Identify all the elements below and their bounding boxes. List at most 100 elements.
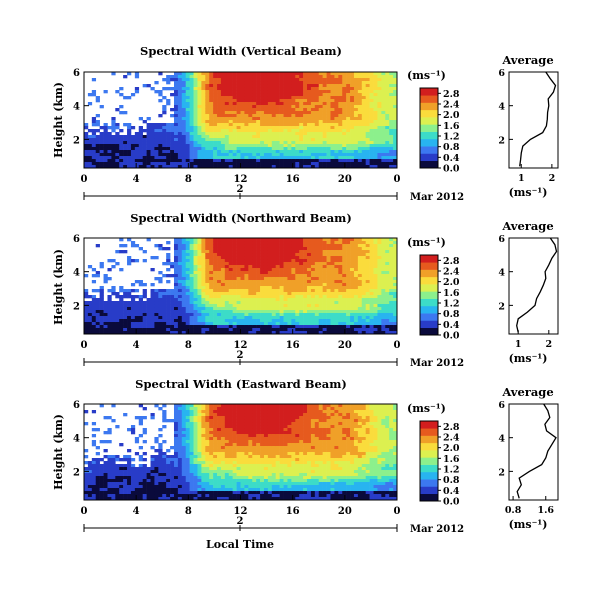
heatmap-cell	[150, 461, 155, 465]
heatmap-cell	[177, 108, 183, 112]
heatmap-cell	[287, 268, 292, 272]
heatmap-cell	[318, 153, 323, 157]
heatmap-cell	[260, 247, 265, 251]
heatmap-cell	[299, 247, 304, 251]
heatmap-cell	[248, 268, 253, 272]
heatmap-cell	[240, 325, 245, 329]
heatmap-cell	[84, 473, 89, 477]
heatmap-cell	[166, 102, 171, 106]
heatmap-cell	[193, 105, 198, 109]
heatmap-cell	[220, 289, 226, 293]
heatmap-cell	[330, 328, 335, 332]
heatmap-cell	[299, 277, 304, 281]
heatmap-cell	[119, 494, 124, 498]
heatmap-cell	[310, 319, 316, 323]
heatmap-cell	[303, 150, 308, 154]
heatmap-cell	[228, 126, 233, 130]
heatmap-cell	[158, 494, 163, 498]
heatmap-cell	[232, 114, 237, 118]
heatmap-cell	[84, 482, 89, 486]
heatmap-cell	[95, 153, 100, 157]
heatmap-cell	[385, 274, 390, 278]
heatmap-cell	[393, 105, 397, 109]
heatmap-cell	[99, 162, 104, 166]
heatmap-cell	[314, 292, 320, 296]
heatmap-cell	[353, 159, 359, 163]
heatmap-cell	[193, 325, 198, 329]
heatmap-cell	[177, 259, 183, 263]
heatmap-cell	[193, 298, 198, 302]
heatmap-cell	[295, 238, 300, 242]
heatmap-cell	[326, 301, 331, 305]
heatmap-cell	[244, 78, 249, 82]
heatmap-cell	[177, 138, 183, 142]
heatmap-cell	[271, 159, 277, 163]
heatmap-cell	[150, 165, 155, 168]
heatmap-cell	[232, 96, 237, 100]
heatmap-cell	[377, 268, 382, 272]
heatmap-cell	[224, 289, 230, 293]
colorbar-swatch	[420, 327, 438, 336]
heatmap-cell	[119, 138, 124, 142]
heatmap-cell	[220, 298, 226, 302]
heatmap-cell	[150, 476, 155, 480]
heatmap-cell	[330, 244, 335, 248]
heatmap-cell	[377, 301, 382, 305]
heatmap-cell	[303, 117, 308, 121]
heatmap-cell	[173, 268, 179, 272]
heatmap-cell	[389, 105, 394, 109]
heatmap-cell	[130, 259, 136, 263]
heatmap-cell	[232, 75, 237, 79]
heatmap-cell	[166, 491, 171, 495]
heatmap-cell	[232, 253, 237, 257]
heatmap-cell	[377, 120, 382, 124]
heatmap-cell	[170, 467, 175, 471]
heatmap-cell	[369, 325, 374, 329]
heatmap-cell	[310, 144, 316, 148]
heatmap-cell	[357, 72, 363, 76]
heatmap-cell	[111, 322, 116, 326]
heatmap-cell	[267, 123, 273, 127]
heatmap-cell	[119, 141, 124, 145]
heatmap-cell	[303, 159, 308, 163]
heatmap-cell	[173, 295, 179, 299]
heatmap-cell	[244, 156, 249, 160]
heatmap-cell	[162, 262, 167, 266]
heatmap-cell	[381, 295, 386, 299]
heatmap-cell	[271, 268, 277, 272]
heatmap-cell	[299, 274, 304, 278]
heatmap-cell	[173, 111, 179, 115]
heatmap-cell	[150, 473, 155, 477]
heatmap-cell	[232, 105, 237, 109]
heatmap-cell	[107, 147, 112, 151]
heatmap-cell	[205, 159, 210, 163]
heatmap-cell	[334, 72, 339, 76]
heatmap-cell	[236, 304, 241, 308]
heatmap-cell	[166, 319, 171, 323]
heatmap-cell	[181, 253, 187, 257]
heatmap-cell	[322, 322, 327, 326]
heatmap-cell	[267, 244, 273, 248]
heatmap-cell	[314, 132, 320, 136]
heatmap-cell	[346, 298, 351, 302]
heatmap-cell	[369, 78, 374, 82]
heatmap-cell	[123, 250, 128, 254]
heatmap-cell	[142, 313, 147, 317]
heatmap-cell	[263, 307, 269, 311]
heatmap-cell	[224, 150, 230, 154]
heatmap-cell	[393, 250, 397, 254]
heatmap-cell	[346, 331, 351, 334]
heatmap-cell	[115, 310, 120, 314]
heatmap-cell	[350, 126, 355, 130]
heatmap-cell	[213, 135, 218, 139]
heatmap-cell	[267, 280, 273, 284]
heatmap-cell	[217, 96, 222, 100]
heatmap-cell	[107, 316, 112, 320]
heatmap-cell	[181, 111, 187, 115]
heatmap-cell	[342, 307, 347, 311]
heatmap-cell	[158, 479, 163, 483]
heatmap-cell	[162, 147, 167, 151]
heatmap-cell	[271, 304, 277, 308]
heatmap-cell	[209, 265, 214, 269]
heatmap-cell	[357, 280, 363, 284]
